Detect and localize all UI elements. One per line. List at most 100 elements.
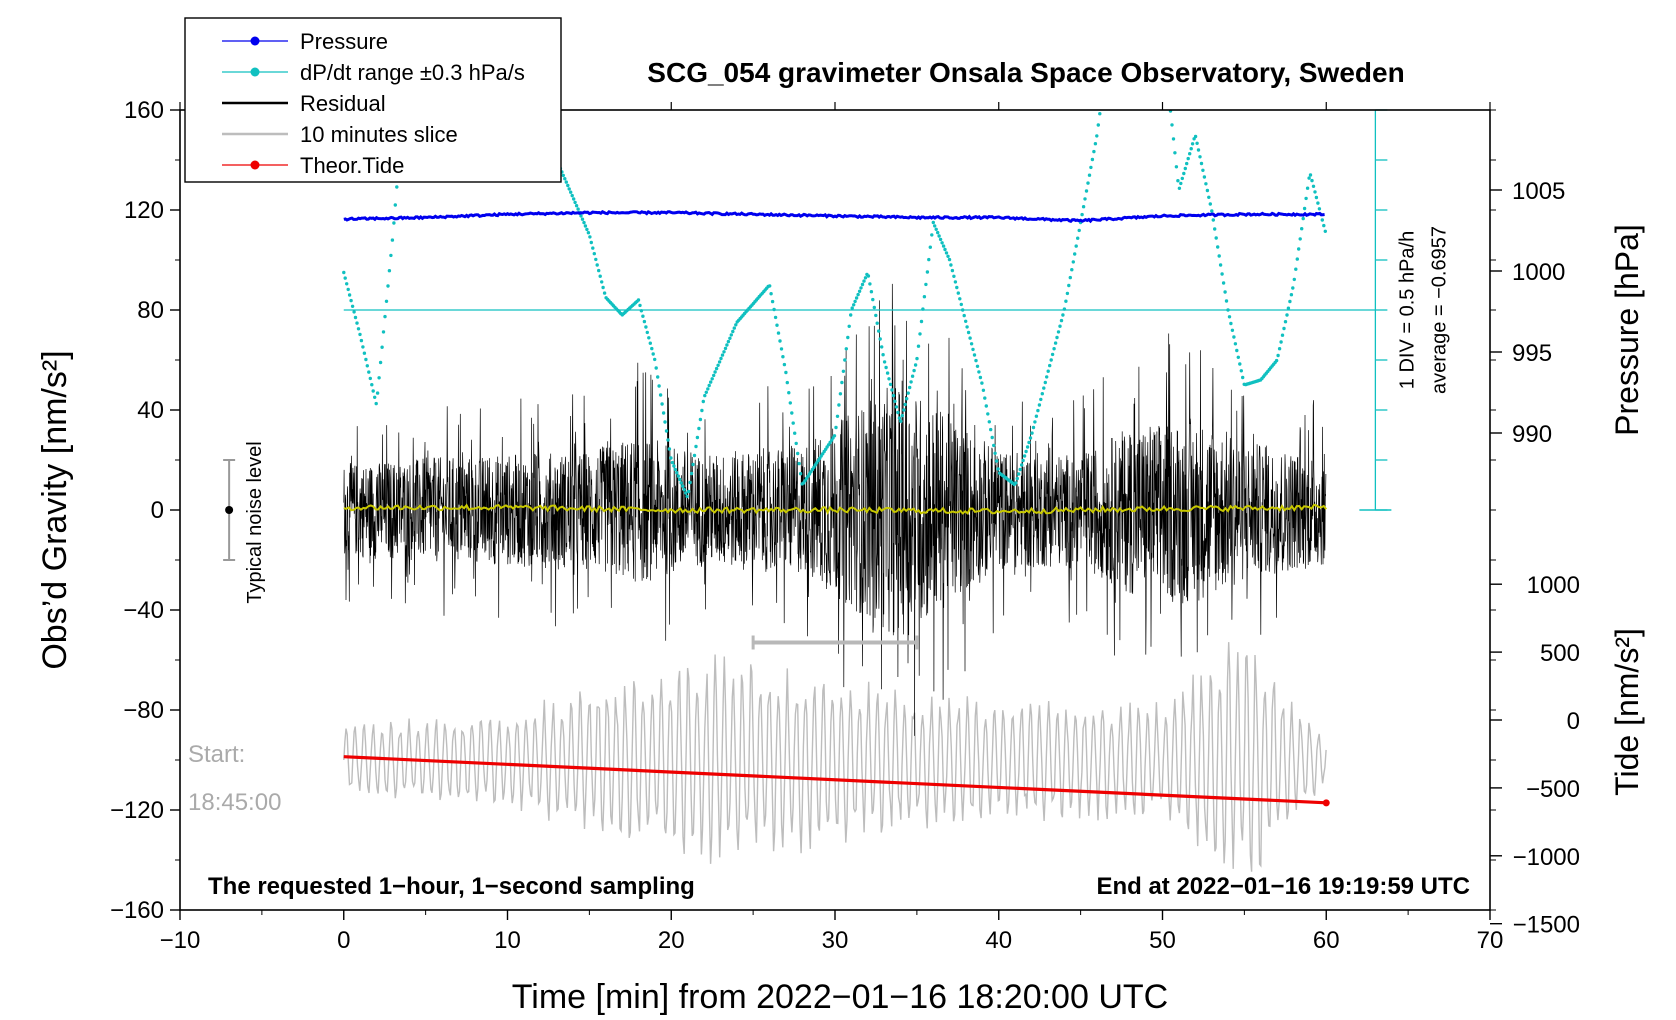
dpdt-point (342, 270, 346, 275)
dpdt-point (946, 254, 950, 258)
x-tick-label: 50 (1149, 927, 1176, 954)
dpdt-point (955, 285, 959, 290)
dpdt-point (419, 0, 422, 3)
dpdt-point (1236, 355, 1241, 359)
dpdt-point (686, 489, 691, 494)
dpdt-point (1043, 380, 1048, 385)
dpdt-point (843, 358, 847, 362)
dpdt-point (1015, 476, 1019, 481)
dpdt-point (664, 429, 669, 433)
dpdt-point (710, 377, 714, 381)
dpdt-point (1093, 142, 1098, 146)
dpdt-point (787, 391, 791, 395)
dpdt-point (1188, 152, 1192, 156)
dpdt-point (713, 370, 717, 374)
dpdt-point (563, 177, 567, 181)
dpdt-point (847, 324, 851, 328)
dpdt-point (722, 350, 726, 354)
dpdt-point (1214, 236, 1218, 240)
dpdt-point (925, 270, 930, 274)
dpdt-point (947, 257, 952, 262)
dpdt-point (1211, 218, 1216, 222)
pressure-tick-label: 990 (1512, 421, 1552, 448)
dpdt-point (1025, 445, 1030, 449)
dpdt-point (1100, 101, 1103, 104)
dpdt-point (734, 323, 738, 327)
dpdt-point (447, 1, 450, 4)
dpdt-point (1310, 178, 1314, 183)
dpdt-point (374, 401, 378, 406)
dpdt-point (950, 268, 955, 273)
dpdt-point (966, 330, 971, 335)
dpdt-point (414, 13, 417, 16)
dpdt-point (345, 282, 349, 286)
dpdt-point (1148, 14, 1151, 17)
tide-end-point (1322, 799, 1330, 807)
dpdt-point (1040, 392, 1045, 396)
slice-trace (343, 642, 1327, 872)
dpdt-point (918, 332, 922, 336)
dpdt-point (445, 0, 448, 3)
y-tick-label: 40 (137, 397, 164, 424)
dpdt-point (849, 313, 853, 317)
dpdt-point (1180, 176, 1185, 181)
dpdt-point (355, 321, 359, 325)
legend-label: Theor.Tide (300, 153, 404, 178)
dpdt-point (1145, 10, 1148, 13)
dpdt-point (709, 380, 713, 384)
dpdt-point (1048, 363, 1052, 368)
dpdt-point (1274, 358, 1279, 363)
dpdt-point (857, 289, 862, 293)
dpdt-point (983, 396, 987, 400)
dpdt-point (1221, 281, 1226, 285)
dpdt-point (921, 307, 925, 311)
x-tick-label: 60 (1313, 927, 1340, 954)
dpdt-point (974, 358, 978, 363)
dpdt-point (1096, 123, 1101, 127)
dpdt-point (719, 356, 723, 361)
dpdt-point (903, 402, 907, 407)
dpdt-point (941, 244, 946, 248)
dpdt-point (1034, 414, 1039, 418)
dpdt-point (794, 441, 798, 446)
dpdt-point (893, 399, 897, 403)
dpdt-point (365, 364, 369, 368)
dpdt-point (1073, 252, 1077, 256)
dpdt-point (417, 4, 420, 7)
x-tick-label: 10 (494, 927, 521, 954)
dpdt-point (1202, 175, 1207, 179)
dpdt-point (936, 230, 940, 235)
dpdt-point (1190, 142, 1195, 146)
dpdt-point (1028, 436, 1033, 440)
tide-tick-label: −1500 (1513, 912, 1580, 939)
dpdt-point (591, 246, 595, 250)
dpdt-point (1150, 16, 1153, 19)
dpdt-point (378, 360, 383, 365)
dpdt-point (838, 392, 843, 396)
dpdt-point (906, 391, 910, 395)
dpdt-point (913, 363, 918, 367)
dpdt-point (386, 284, 390, 288)
dpdt-point (358, 332, 362, 337)
dpdt-point (1067, 283, 1071, 288)
dpdt-point (580, 217, 585, 221)
dpdt-point (1098, 112, 1102, 116)
dpdt-point (944, 251, 949, 255)
div-label: 1 DIV = 0.5 hPa/h (1396, 231, 1418, 389)
dpdt-point (347, 293, 352, 297)
tide-trace (343, 755, 1327, 805)
dpdt-point (701, 399, 705, 404)
dpdt-point (1108, 33, 1111, 36)
dpdt-point (852, 303, 856, 307)
dpdt-point (1314, 195, 1319, 200)
x-tick-label: 40 (985, 927, 1012, 954)
dpdt-point (1307, 176, 1311, 180)
pressure-axis-label: Pressure [hPa] (1609, 224, 1645, 436)
dpdt-point (1171, 137, 1176, 141)
dpdt-point (1277, 347, 1282, 351)
dpdt-point (602, 291, 607, 295)
dpdt-point (371, 389, 375, 393)
dpdt-point (1090, 157, 1095, 162)
dpdt-point (1304, 196, 1308, 201)
dpdt-point (785, 380, 789, 385)
